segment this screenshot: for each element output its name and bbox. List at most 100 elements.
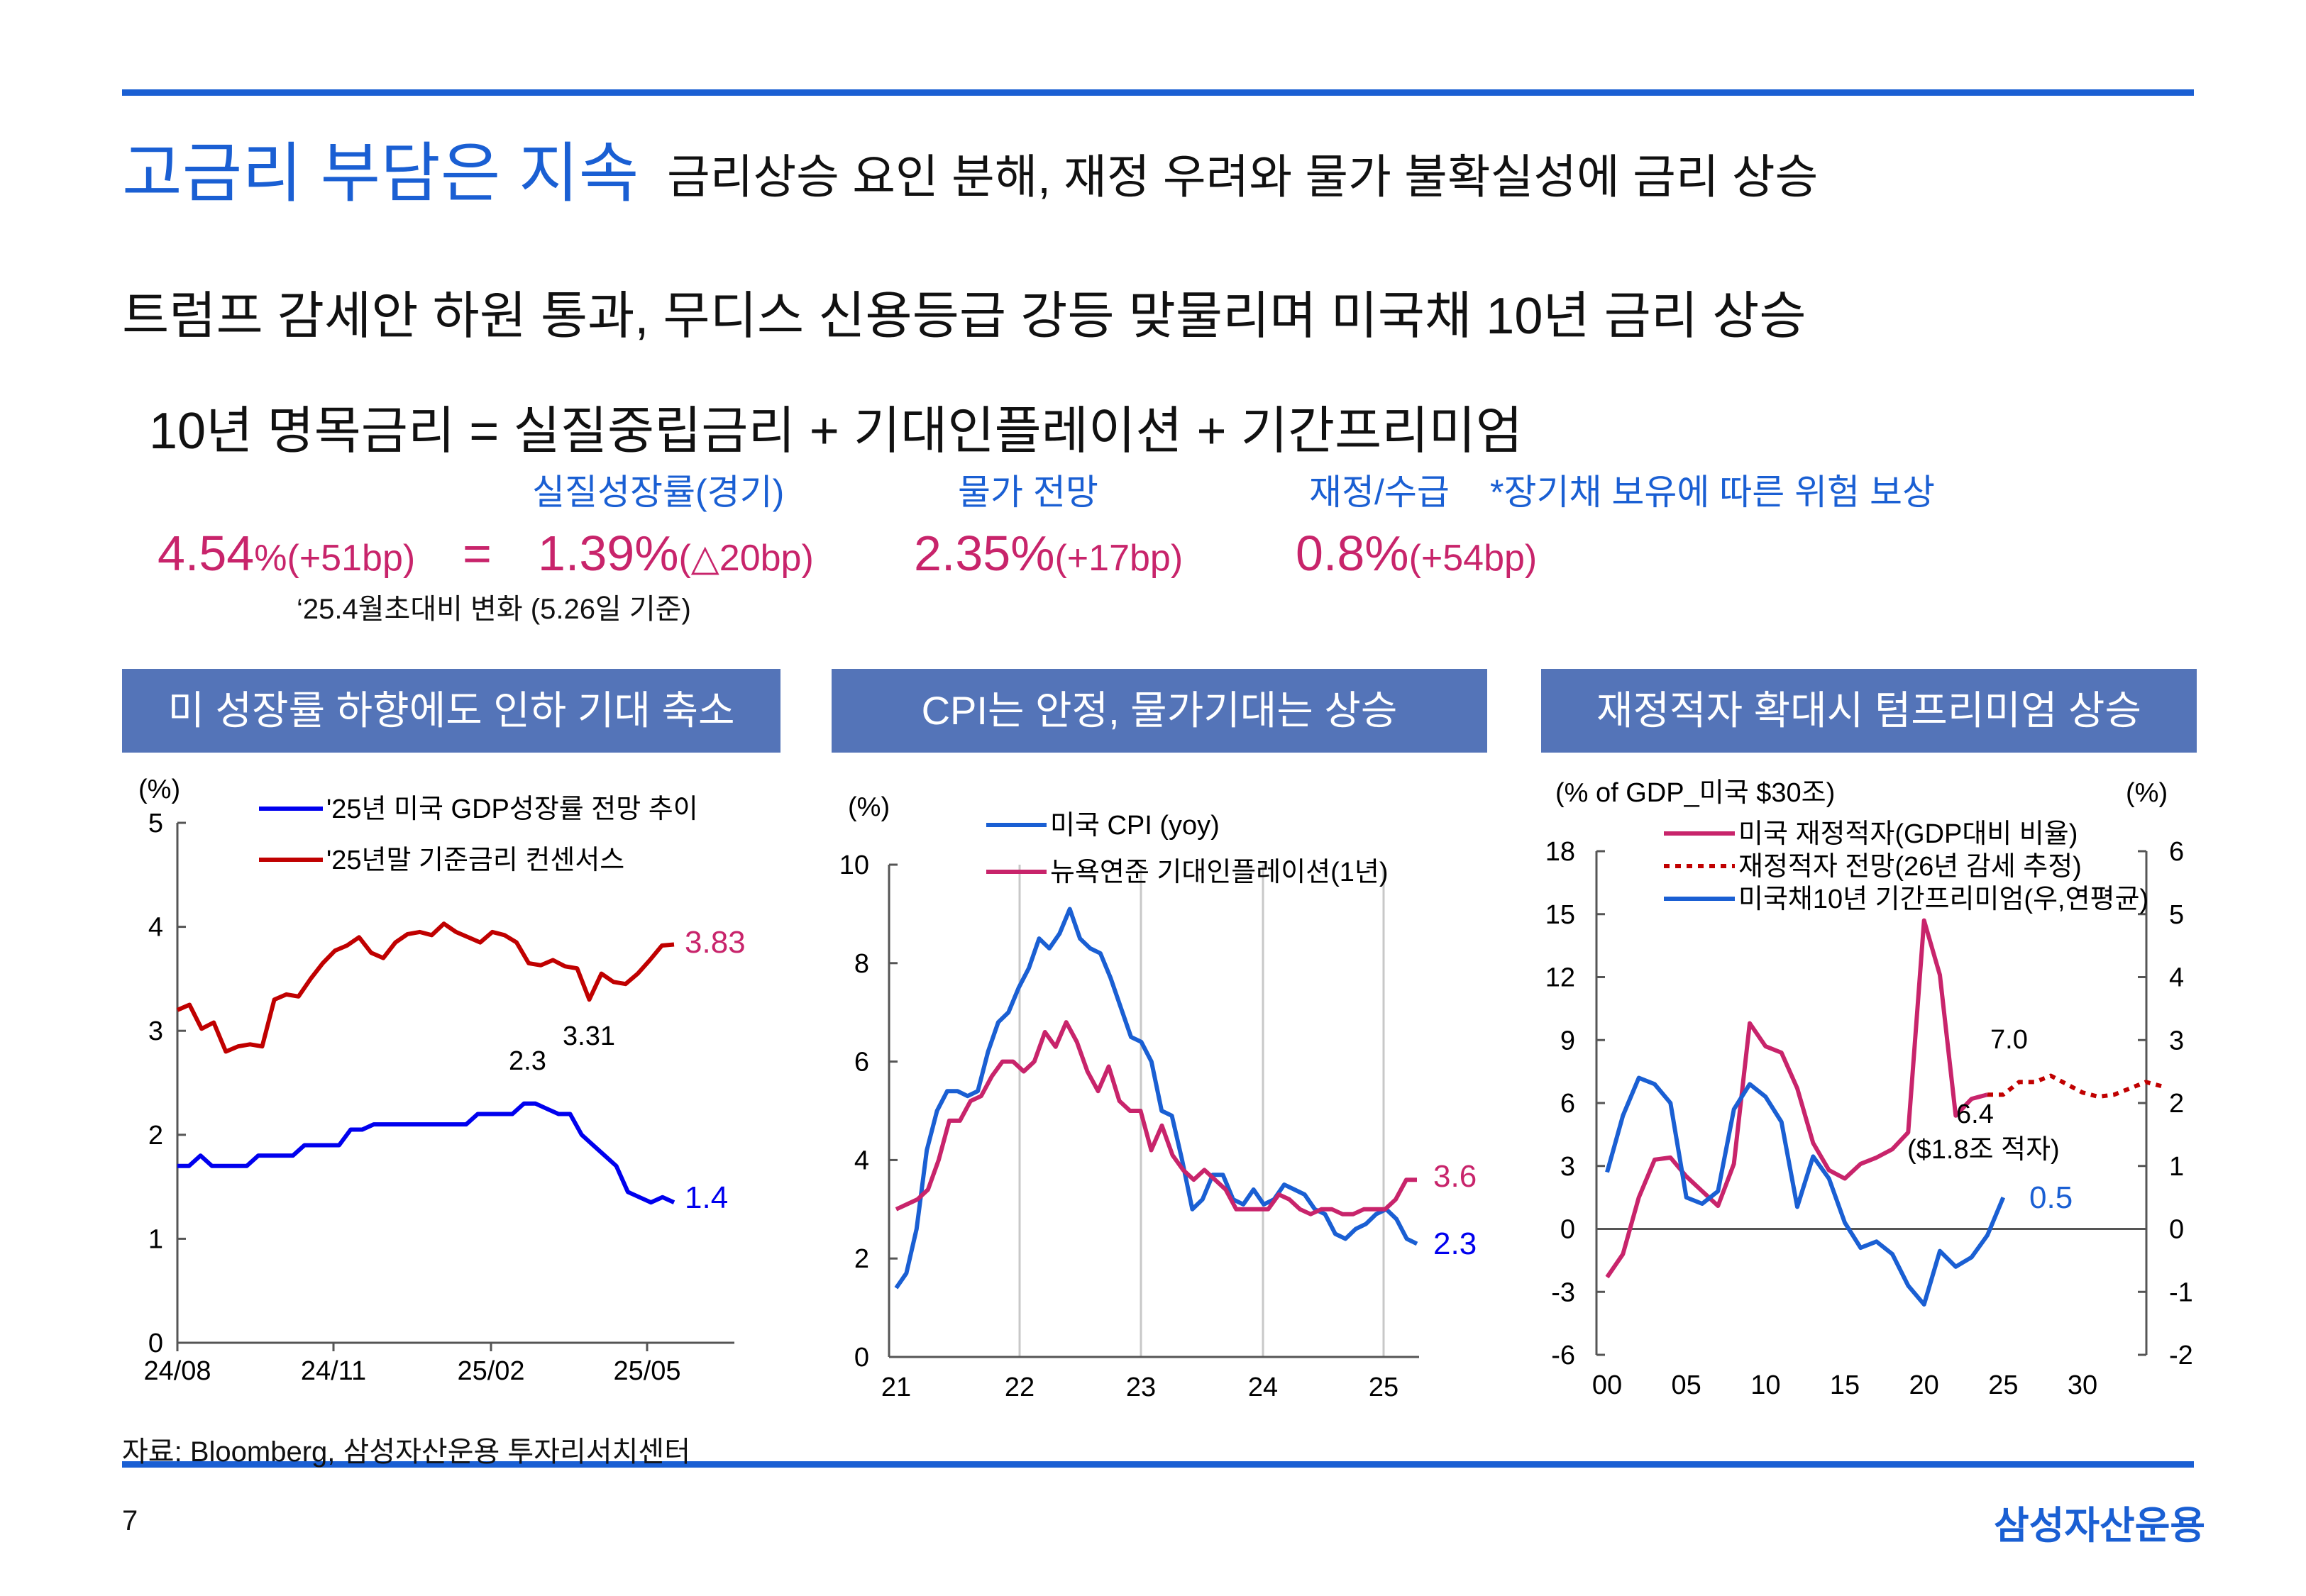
source-note: 자료: Bloomberg, 삼성자산운용 투자리서치센터 <box>122 1436 691 1468</box>
y-tick-label: 15 <box>1545 900 1575 930</box>
fiscal-change: (+54bp) <box>1408 538 1538 579</box>
page-number: 7 <box>122 1505 138 1536</box>
panel-title-fiscal: 재정적자 확대시 텀프리미엄 상승 <box>1541 669 2197 753</box>
inflation-value: 2.35%(+17bp) <box>914 525 1183 582</box>
top-rule <box>122 89 2194 96</box>
data-label: 0.5 <box>2029 1180 2073 1215</box>
y-tick-label-right: 3 <box>2169 1026 2184 1055</box>
series-line-deficit-forecast <box>1987 1073 2163 1099</box>
legend-label: 미국채10년 기간프리미엄(우,연평균) <box>1738 885 2148 914</box>
legend-label: 미국 재정적자(GDP대비 비율) <box>1738 819 2078 849</box>
y-tick-label: 0 <box>148 1329 163 1358</box>
y-tick-label: 18 <box>1545 837 1575 867</box>
real-growth-number: 1.39% <box>538 526 679 581</box>
x-tick-label: 05 <box>1672 1370 1701 1400</box>
real-growth-label: 실질성장률(경기) <box>532 472 785 512</box>
data-label: 2.3 <box>1433 1226 1477 1261</box>
series-line-term-premium <box>1605 1075 2006 1307</box>
inflation-change: (+17bp) <box>1054 538 1184 579</box>
headline: 트럼프 감세안 하원 통과, 무디스 신용등급 강등 맞물리며 미국채 10년 … <box>122 288 1806 345</box>
y-tick-label: -3 <box>1551 1278 1575 1307</box>
x-tick-label: 25 <box>1988 1370 2018 1400</box>
equals-sign: = <box>463 526 492 581</box>
x-tick-label: 10 <box>1750 1370 1780 1400</box>
data-label: 7.0 <box>1990 1025 2028 1055</box>
data-label: 6.4 <box>1956 1099 1994 1129</box>
x-tick-label: 15 <box>1830 1370 1860 1400</box>
data-label: 3.83 <box>685 925 746 960</box>
panel-title-cpi: CPI는 안정, 물가기대는 상승 <box>832 669 1487 753</box>
series-line-fiscal-deficit <box>1605 918 1988 1279</box>
x-tick-label: 21 <box>881 1373 911 1402</box>
y-tick-label-right: -2 <box>2169 1341 2193 1370</box>
series-line-inflation-expectation <box>895 1020 1417 1217</box>
y-tick-label: 2 <box>854 1244 869 1274</box>
y-tick-label: 5 <box>148 809 163 838</box>
fiscal-number: 0.8% <box>1296 526 1409 581</box>
series-line-gdp-forecast <box>177 1101 675 1205</box>
x-tick-label: 30 <box>2068 1370 2097 1400</box>
y-tick-label: 3 <box>1560 1152 1575 1182</box>
nominal-rate-number: 4.54 <box>158 526 255 581</box>
brand-logo: 삼성자산운용 <box>1994 1504 2206 1547</box>
x-tick-label: 24/08 <box>143 1356 211 1386</box>
formula: 10년 명목금리 = 실질중립금리 + 기대인플레이션 + 기간프리미엄 <box>149 403 1523 460</box>
y-tick-label: 2 <box>148 1121 163 1151</box>
basis-note: ‘25.4월초대비 변화 (5.26일 기준) <box>297 594 691 625</box>
y-tick-label-right: -1 <box>2169 1278 2193 1307</box>
y-tick-label: 6 <box>854 1048 869 1077</box>
y-tick-label: 10 <box>839 850 869 880</box>
y-tick-label-right: 5 <box>2169 900 2184 930</box>
y-tick-label: -6 <box>1551 1341 1575 1370</box>
legend-label: 재정적자 전망(26년 감세 추정) <box>1738 852 2082 882</box>
inflation-label: 물가 전망 <box>958 472 1098 512</box>
inflation-number: 2.35% <box>914 526 1055 581</box>
y-tick-label-right: 2 <box>2169 1089 2184 1119</box>
y-tick-label: 6 <box>1560 1089 1575 1119</box>
y-tick-label: 0 <box>1560 1215 1575 1245</box>
data-label: 3.6 <box>1433 1159 1477 1194</box>
real-growth-value: 1.39%(△20bp) <box>538 525 814 582</box>
real-growth-change: (△20bp) <box>678 538 814 579</box>
bottom-rule <box>122 1461 2194 1468</box>
series-line-cpi <box>894 907 1418 1290</box>
y-unit-label-right: (%) <box>2126 778 2168 808</box>
panel-title-growth: 미 성장률 하향에도 인하 기대 축소 <box>122 669 780 753</box>
fiscal-value: 0.8%(+54bp) <box>1296 525 1537 582</box>
legend-label: 미국 CPI (yoy) <box>1050 811 1220 841</box>
y-tick-label-right: 1 <box>2169 1152 2184 1182</box>
x-tick-label: 00 <box>1592 1370 1622 1400</box>
y-tick-label: 1 <box>148 1224 163 1254</box>
series-line-policy-rate <box>176 921 675 1054</box>
x-tick-label: 25 <box>1369 1373 1399 1402</box>
legend-label: '25년말 기준금리 컨센서스 <box>326 846 624 875</box>
fiscal-label: 재정/수급 <box>1309 472 1450 512</box>
legend-label: 뉴욕연준 기대인플레이션(1년) <box>1050 858 1389 887</box>
nominal-rate-value: 4.54%(+51bp) <box>158 525 415 582</box>
x-tick-label: 25/05 <box>613 1356 680 1386</box>
page-title: 고금리 부담은 지속 <box>122 138 639 210</box>
x-tick-label: 23 <box>1126 1373 1156 1402</box>
y-tick-label: 4 <box>854 1146 869 1175</box>
nominal-rate-change: (+51bp) <box>287 538 416 579</box>
x-tick-label: 20 <box>1909 1370 1939 1400</box>
y-tick-label: 12 <box>1545 963 1575 993</box>
y-tick-label-right: 0 <box>2169 1215 2184 1245</box>
x-tick-label: 22 <box>1005 1373 1035 1402</box>
y-tick-label: 8 <box>854 949 869 979</box>
y-tick-label: 3 <box>148 1016 163 1046</box>
y-tick-label: 4 <box>148 913 163 943</box>
y-unit-label: (% of GDP_미국 $30조) <box>1555 778 1835 808</box>
data-label: 1.4 <box>685 1180 728 1215</box>
x-tick-label: 24/11 <box>301 1356 366 1386</box>
page-subtitle: 금리상승 요인 분해, 재정 우려와 물가 불확실성에 금리 상승 <box>667 150 1819 203</box>
data-label: 2.3 <box>509 1046 546 1076</box>
data-label: 3.31 <box>563 1021 615 1051</box>
term-premium-note: *장기채 보유에 따른 위험 보상 <box>1490 472 1936 512</box>
y-tick-label-right: 4 <box>2169 963 2184 993</box>
nominal-rate-unit: % <box>254 538 287 579</box>
y-tick-label: 0 <box>854 1343 869 1373</box>
